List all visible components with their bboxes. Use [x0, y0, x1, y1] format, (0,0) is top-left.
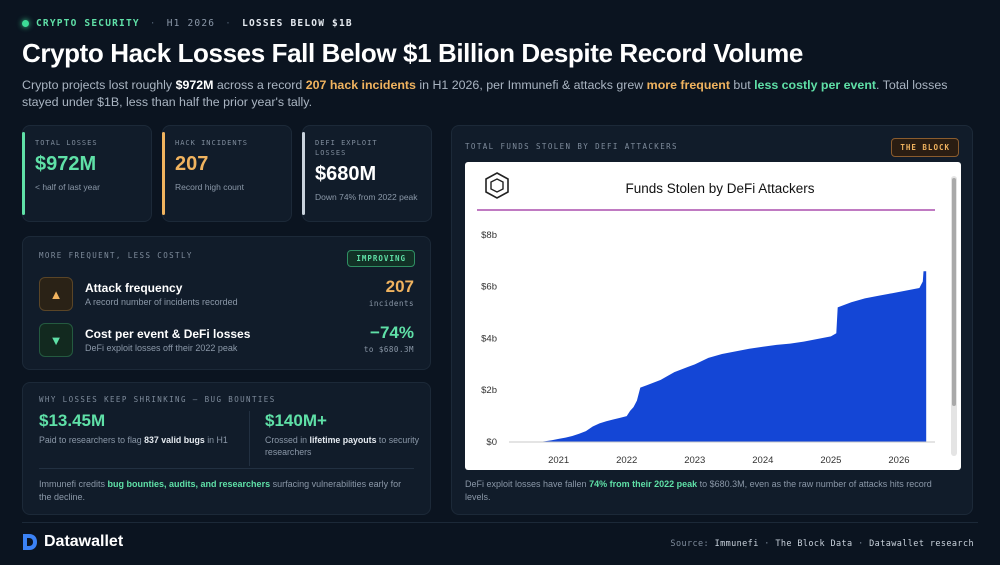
row-subtitle: A record number of incidents recorded: [85, 297, 238, 307]
chart-plot-area: Funds Stolen by DeFi Attackers $0 $2b $4b $…: [465, 162, 961, 470]
stat-card-defi-losses: DEFI EXPLOIT LOSSES $680M Down 74% from …: [302, 125, 432, 222]
source-line: Source: Immunefi · The Block Data · Data…: [670, 539, 974, 549]
bounty-stat-h1: $13.45M Paid to researchers to flag 837 …: [39, 411, 229, 447]
y-tick-label: $6b: [481, 282, 497, 293]
brand-logo: Datawallet: [22, 533, 123, 551]
list-item-cost-per-event: ▼ Cost per event & DeFi losses DeFi expl…: [39, 323, 414, 357]
row-title: Attack frequency: [85, 281, 183, 295]
chart-scrollbar-thumb[interactable]: [952, 178, 956, 406]
chart-title: Funds Stolen by DeFi Attackers: [625, 181, 814, 196]
x-tick-label: 2024: [752, 455, 773, 466]
y-tick-label: $2b: [481, 385, 497, 396]
source-badge: THE BLOCK: [891, 138, 959, 157]
stat-value: 207: [175, 153, 209, 175]
stat-sub: Down 74% from 2022 peak: [315, 192, 418, 202]
stat-label: TOTAL LOSSES: [35, 139, 98, 147]
bounty-sub: Crossed in lifetime payouts to security …: [265, 435, 420, 457]
source-item: Immunefi: [714, 539, 759, 549]
bounty-value: $140M+: [265, 411, 327, 430]
stat-label: DEFI EXPLOIT LOSSES: [315, 139, 378, 157]
stat-card-hack-incidents: HACK INCIDENTS 207 Record high count: [162, 125, 292, 222]
chart-heading: TOTAL FUNDS STOLEN BY DEFI ATTACKERS: [465, 142, 678, 151]
bug-bounty-card: WHY LOSSES KEEP SHRINKING — BUG BOUNTIES…: [22, 382, 431, 515]
triangle-down-icon: ▼: [39, 323, 73, 357]
row-value: 207: [385, 277, 414, 296]
chart-caption: DeFi exploit losses have fallen 74% from…: [465, 479, 932, 502]
divider: [22, 522, 978, 523]
stat-label: HACK INCIDENTS: [175, 139, 249, 147]
source-item: The Block Data: [775, 539, 853, 549]
area-chart: Funds Stolen by DeFi Attackers $0 $2b $4b $…: [477, 172, 957, 466]
row-value: −74%: [370, 323, 414, 342]
category-tag: CRYPTO SECURITY: [36, 17, 140, 29]
chart-card: TOTAL FUNDS STOLEN BY DEFI ATTACKERS THE…: [451, 125, 973, 515]
lede-paragraph: Crypto projects lost roughly $972M acros…: [22, 78, 948, 109]
status-badge: IMPROVING: [347, 250, 415, 267]
x-tick-label: 2023: [684, 455, 705, 466]
section-heading: MORE FREQUENT, LESS COSTLY: [39, 251, 193, 260]
headline-tag: LOSSES BELOW $1B: [242, 17, 353, 29]
stat-value: $972M: [35, 153, 97, 175]
divider: [39, 468, 414, 469]
bounty-stat-lifetime: $140M+ Crossed in lifetime payouts to se…: [265, 411, 425, 458]
bounty-note: Immunefi credits bug bounties, audits, a…: [39, 479, 402, 502]
source-item: Datawallet research: [869, 539, 974, 549]
row-subtitle: DeFi exploit losses off their 2022 peak: [85, 343, 238, 353]
bounty-sub: Paid to researchers to flag 837 valid bu…: [39, 435, 228, 445]
category-tagline: CRYPTO SECURITY · H1 2026 · LOSSES BELOW…: [22, 16, 353, 30]
x-tick-label: 2022: [616, 455, 637, 466]
period-tag: H1 2026: [166, 17, 216, 29]
the-block-logo-icon: [485, 172, 509, 199]
row-title: Cost per event & DeFi losses: [85, 327, 251, 341]
row-unit: incidents: [368, 299, 414, 308]
stat-sub: < half of last year: [35, 182, 100, 192]
frequency-card: MORE FREQUENT, LESS COSTLY IMPROVING ▲ A…: [22, 236, 431, 370]
datawallet-logo-icon: [23, 534, 37, 550]
divider: [249, 411, 250, 466]
stat-card-total-losses: TOTAL LOSSES $972M < half of last year: [22, 125, 152, 222]
y-tick-label: $8b: [481, 230, 497, 241]
triangle-up-icon: ▲: [39, 277, 73, 311]
x-tick-label: 2025: [820, 455, 841, 466]
section-heading: WHY LOSSES KEEP SHRINKING — BUG BOUNTIES: [39, 395, 276, 404]
bounty-value: $13.45M: [39, 411, 106, 430]
series-area: [511, 271, 927, 442]
list-item-attack-frequency: ▲ Attack frequency A record number of in…: [39, 277, 414, 311]
y-tick-label: $0: [486, 437, 497, 448]
row-unit: to $680.3M: [363, 345, 414, 354]
y-tick-label: $4b: [481, 333, 497, 344]
page-title: Crypto Hack Losses Fall Below $1 Billion…: [22, 38, 803, 68]
x-tick-label: 2021: [548, 455, 569, 466]
stat-value: $680M: [315, 163, 377, 185]
brand-name: Datawallet: [44, 533, 124, 550]
stat-sub: Record high count: [175, 182, 244, 192]
live-dot-icon: [22, 19, 29, 27]
x-tick-label: 2026: [888, 455, 909, 466]
